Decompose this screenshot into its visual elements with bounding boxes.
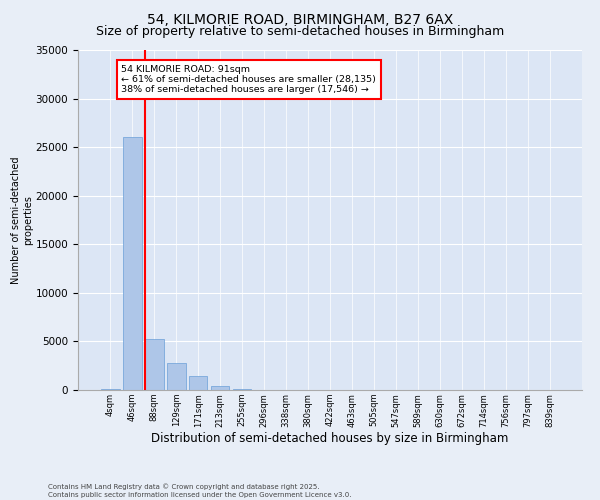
Bar <box>145 340 164 390</box>
Bar <box>211 386 229 390</box>
Y-axis label: Number of semi-detached
properties: Number of semi-detached properties <box>11 156 33 284</box>
Bar <box>233 389 251 390</box>
Text: 54, KILMORIE ROAD, BIRMINGHAM, B27 6AX: 54, KILMORIE ROAD, BIRMINGHAM, B27 6AX <box>147 12 453 26</box>
Bar <box>101 388 119 390</box>
Bar <box>189 376 208 390</box>
Text: Size of property relative to semi-detached houses in Birmingham: Size of property relative to semi-detach… <box>96 25 504 38</box>
Text: Contains HM Land Registry data © Crown copyright and database right 2025.
Contai: Contains HM Land Registry data © Crown c… <box>48 484 352 498</box>
Bar <box>167 363 185 390</box>
Bar <box>123 138 142 390</box>
X-axis label: Distribution of semi-detached houses by size in Birmingham: Distribution of semi-detached houses by … <box>151 432 509 446</box>
Text: 54 KILMORIE ROAD: 91sqm
← 61% of semi-detached houses are smaller (28,135)
38% o: 54 KILMORIE ROAD: 91sqm ← 61% of semi-de… <box>121 64 376 94</box>
